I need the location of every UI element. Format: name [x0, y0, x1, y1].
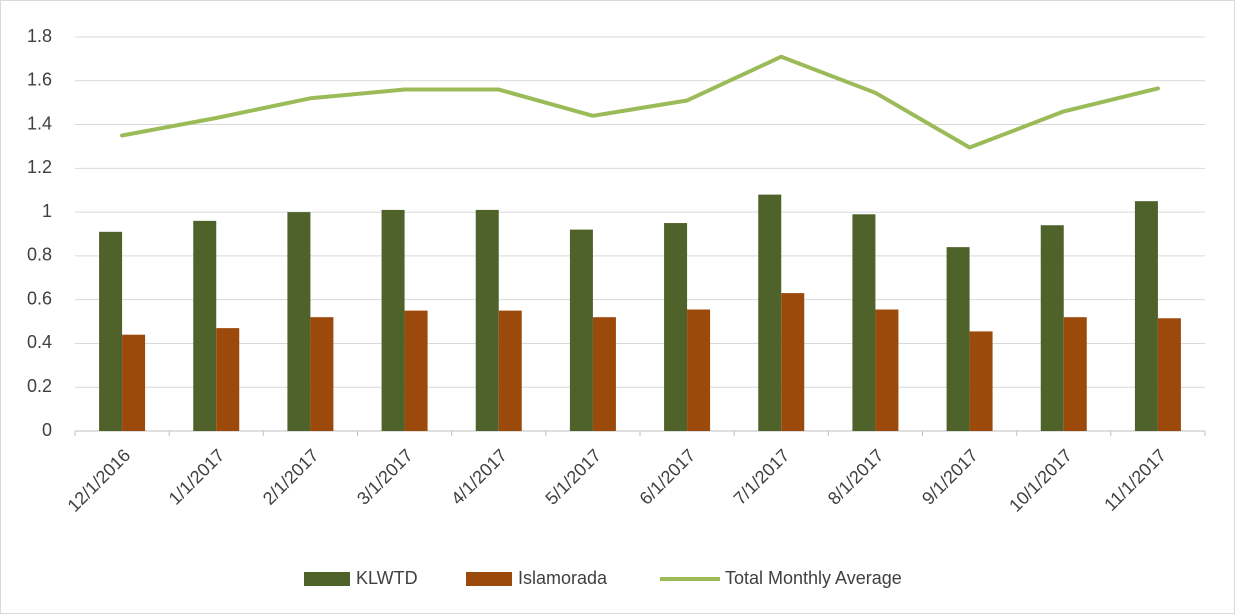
bar: [475, 209, 499, 431]
bar: [122, 334, 146, 431]
legend-swatch: [466, 572, 512, 586]
bar: [99, 231, 123, 431]
bar: [1063, 317, 1087, 431]
y-tick-label: 0.6: [27, 288, 52, 308]
y-tick-label: 1.8: [27, 26, 52, 46]
bar: [852, 214, 876, 431]
line: [120, 54, 1160, 150]
legend-label: KLWTD: [356, 568, 418, 588]
bar: [1157, 318, 1181, 431]
y-tick-label: 0.4: [27, 332, 52, 352]
y-tick-label: 1.4: [27, 113, 52, 133]
bar: [781, 293, 805, 431]
bar: [310, 317, 334, 431]
bar: [287, 212, 311, 431]
bar: [946, 247, 970, 431]
bar: [216, 328, 240, 431]
y-tick-label: 0.2: [27, 376, 52, 396]
legend-label: Islamorada: [518, 568, 608, 588]
y-tick-label: 0.8: [27, 245, 52, 265]
bar: [381, 209, 405, 431]
bar: [969, 331, 993, 431]
y-tick-label: 1.6: [27, 70, 52, 90]
bar: [569, 229, 593, 431]
bar: [687, 309, 711, 431]
bar: [664, 223, 688, 431]
y-tick-label: 1.2: [27, 157, 52, 177]
legend-swatch: [304, 572, 350, 586]
bar: [1040, 225, 1064, 431]
bar: [1134, 201, 1158, 431]
legend-label: Total Monthly Average: [725, 568, 902, 588]
bar: [592, 317, 616, 431]
y-tick-label: 1: [42, 201, 52, 221]
bar: [875, 309, 899, 431]
bar: [758, 194, 782, 431]
bar: [193, 220, 217, 431]
bar: [404, 310, 428, 431]
y-tick-label: 0: [42, 420, 52, 440]
bar: [498, 310, 522, 431]
